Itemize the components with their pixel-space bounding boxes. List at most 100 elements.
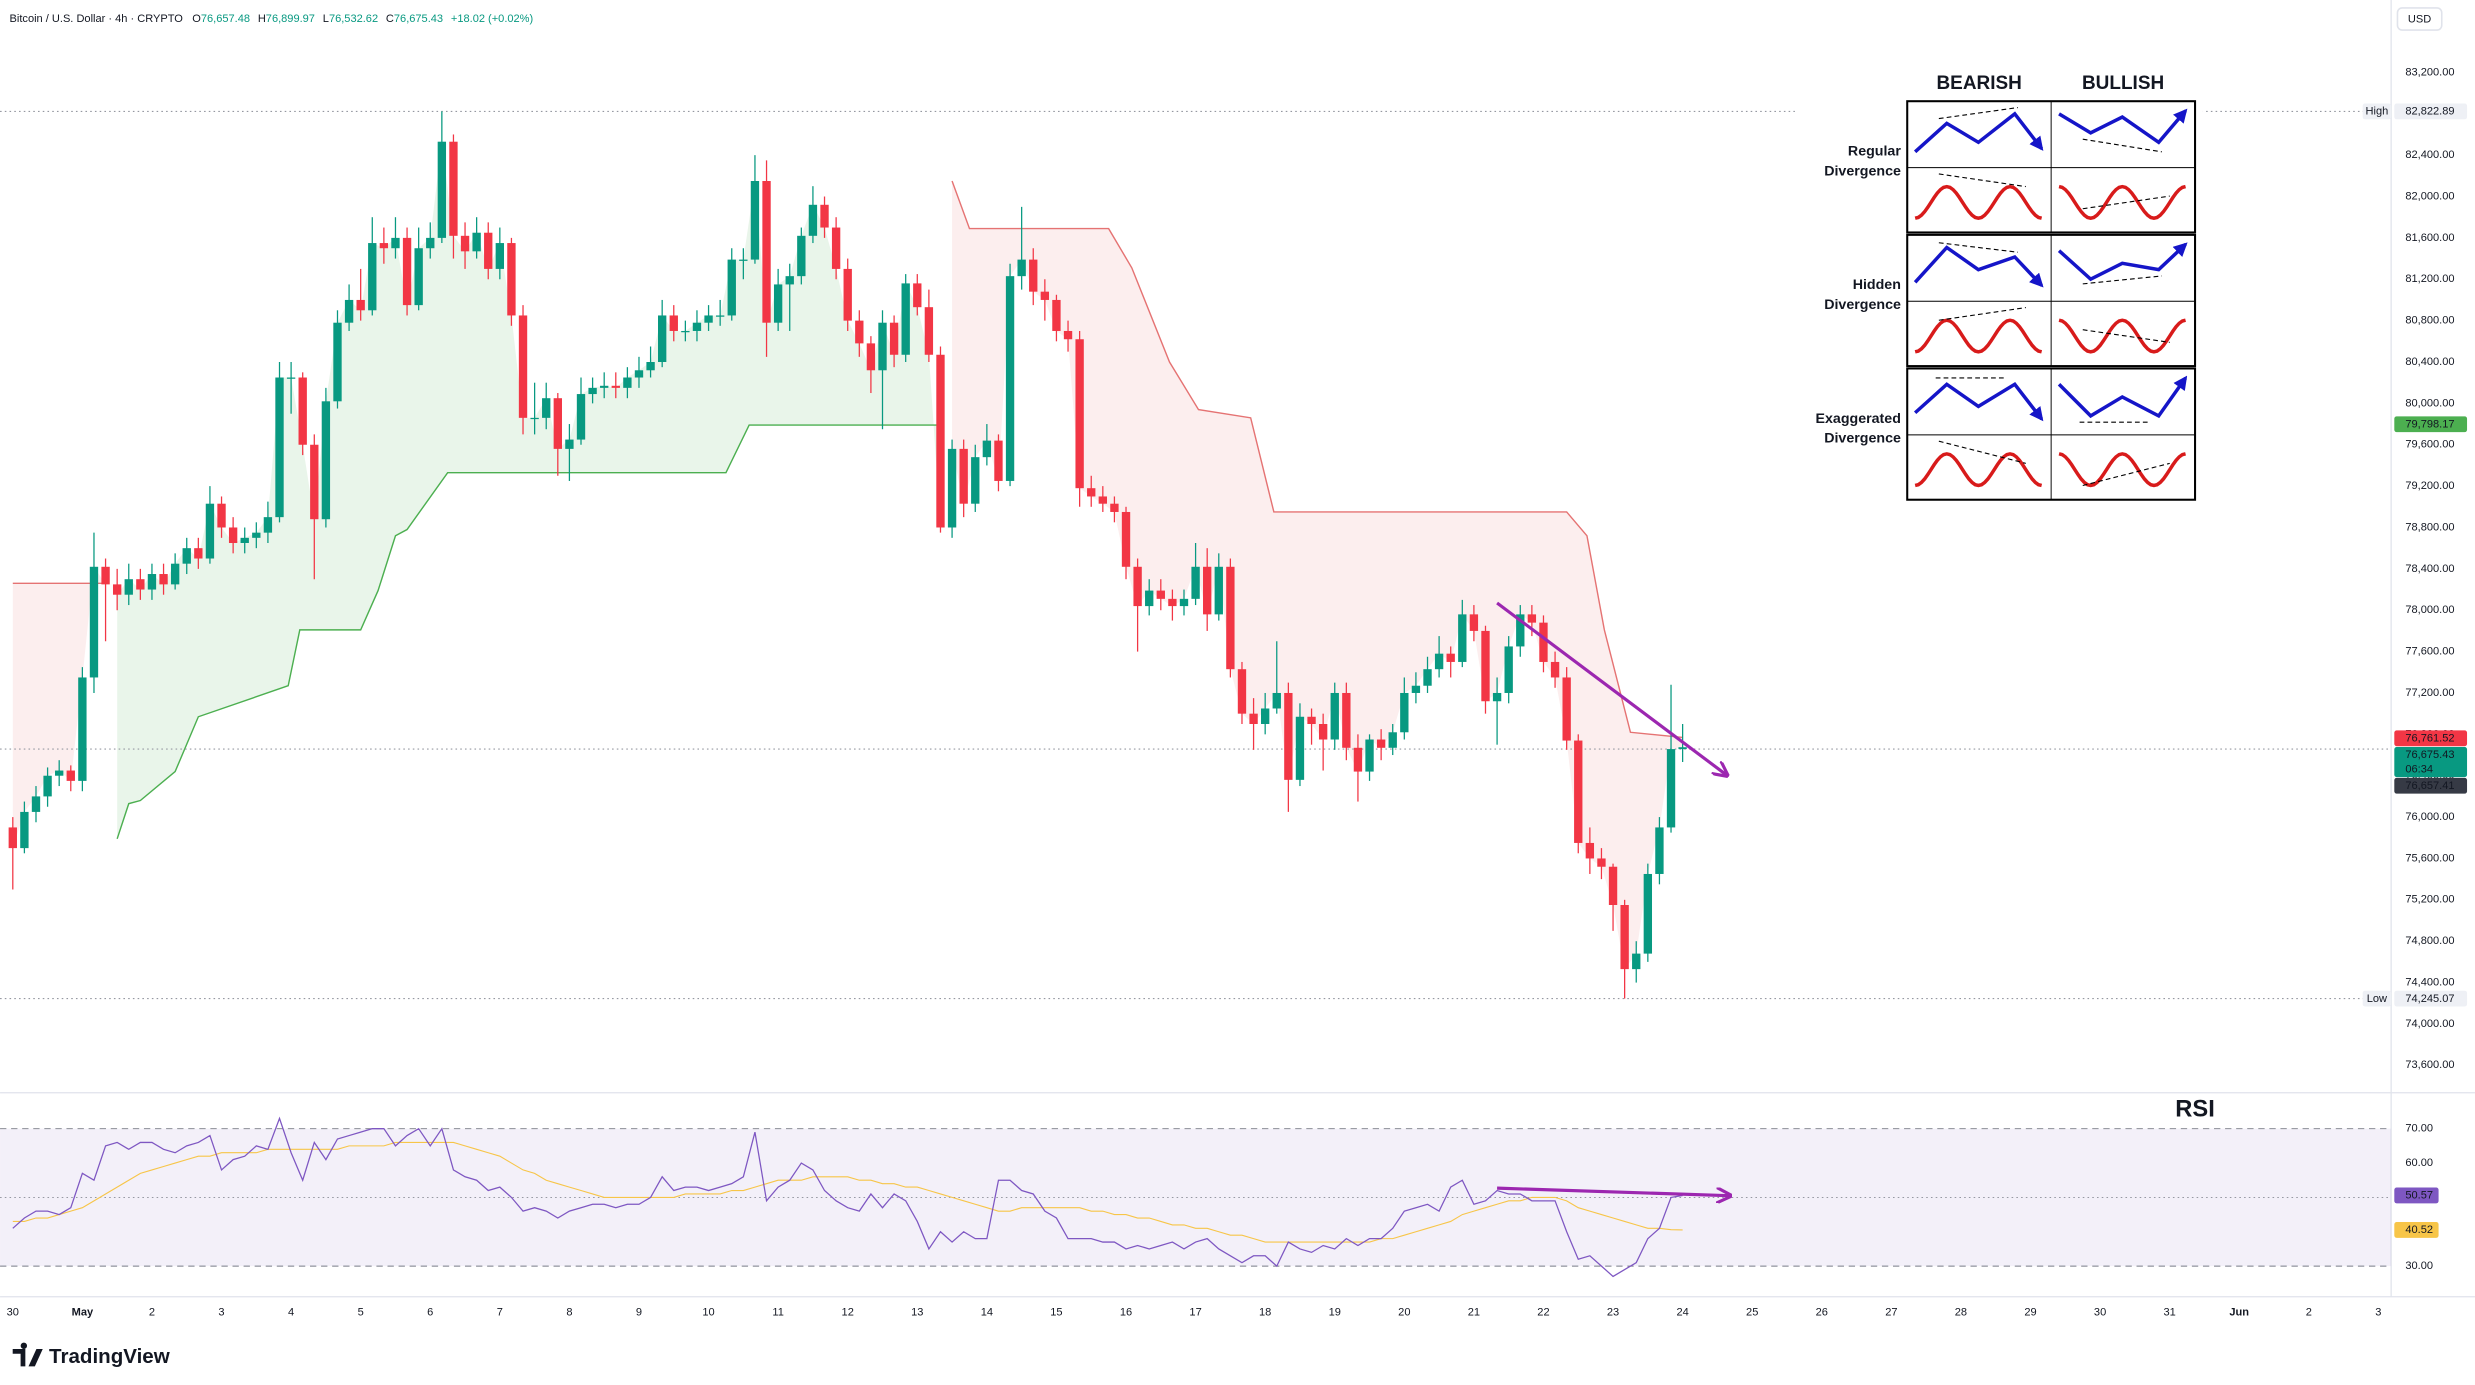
- rsi-line: [12, 1116, 1683, 1278]
- panel-column-header: BEARISH: [1936, 73, 2021, 94]
- rsi-title: RSI: [2175, 1096, 2215, 1122]
- candle-body: [1063, 330, 1073, 340]
- candle-body: [1620, 905, 1629, 970]
- y-tick-label: 77,600.00: [2405, 646, 2454, 658]
- candle-body: [66, 770, 75, 781]
- price-tag-label: 76,657.41: [2405, 780, 2454, 792]
- candle-body: [1272, 692, 1281, 709]
- y-tick-label: 75,600.00: [2405, 852, 2454, 864]
- x-tick-label: 12: [842, 1306, 854, 1318]
- candle-body: [1110, 503, 1119, 512]
- candle-body: [8, 827, 17, 849]
- candle-body: [1330, 692, 1339, 740]
- currency-button[interactable]: [2396, 7, 2443, 31]
- price-tag-name-box: [2362, 990, 2392, 1007]
- x-tick-label: 4: [288, 1306, 294, 1318]
- candle-body: [321, 401, 331, 520]
- candle-body: [55, 770, 64, 776]
- price-tag-label: 79,798.17: [2405, 418, 2454, 430]
- x-tick-label: 15: [1050, 1306, 1062, 1318]
- logo: TradingView: [12, 1342, 171, 1368]
- panel-dashed: [1938, 440, 2026, 464]
- price-tag-label: 76,761.52: [2405, 733, 2454, 745]
- field-key: L: [323, 13, 329, 25]
- panel-oscillator-shape: [1914, 452, 2043, 488]
- panel-oscillator-shape: [1914, 184, 2043, 221]
- candle-body: [1237, 669, 1247, 714]
- rsi-trendline: [1497, 1186, 1729, 1196]
- field-value: 76,532.62: [329, 13, 378, 25]
- y-tick-label: 83,200.00: [2405, 66, 2454, 78]
- candle-body: [1029, 259, 1038, 292]
- candle-body: [750, 181, 760, 260]
- y-tick-label: 74,000.00: [2405, 1018, 2454, 1030]
- candle-body: [1284, 692, 1293, 780]
- field-value: 76,675.43: [394, 13, 443, 25]
- supertrend-line: [951, 180, 1683, 739]
- candle-body: [1504, 646, 1513, 693]
- panel-row-label: Divergence: [1824, 163, 1901, 179]
- candle-body: [1098, 496, 1107, 504]
- candle-body: [147, 574, 157, 590]
- logo-icon: [12, 1342, 43, 1367]
- y-tick-label: 73,600.00: [2405, 1059, 2454, 1071]
- x-tick-label: 3: [2375, 1306, 2381, 1318]
- candle-body: [402, 237, 412, 306]
- candle-body: [286, 377, 296, 379]
- candle-body: [1655, 827, 1664, 874]
- x-tick-label: 31: [2164, 1306, 2176, 1318]
- x-tick-label: 25: [1746, 1306, 1758, 1318]
- candle-body: [855, 320, 864, 344]
- panel-dashed: [2082, 329, 2170, 343]
- candle-body: [1411, 685, 1421, 693]
- candle-body: [1156, 590, 1165, 599]
- candle-body: [518, 315, 528, 418]
- candle-body: [159, 574, 168, 585]
- candle-body: [31, 796, 41, 812]
- candle-body: [205, 503, 215, 559]
- candle-body: [484, 232, 493, 269]
- field-value: 76,899.97: [266, 13, 315, 25]
- candle-body: [1040, 291, 1050, 300]
- currency-label[interactable]: USD: [2408, 14, 2431, 26]
- candle-body: [414, 248, 423, 306]
- candle-body: [495, 243, 505, 269]
- candle-body: [89, 566, 99, 678]
- candle-body: [762, 181, 771, 323]
- panel-price-shape: [2057, 375, 2188, 419]
- panel-dashed: [1938, 106, 2019, 120]
- y-tick-label: 75,200.00: [2405, 894, 2454, 906]
- panel-price-shape: [1913, 245, 2044, 288]
- candle-body: [739, 259, 748, 261]
- candle-body: [252, 532, 261, 538]
- candle-body: [1121, 511, 1131, 567]
- supertrend-fill: [12, 566, 109, 849]
- candle-body: [136, 579, 145, 590]
- x-tick-label: 8: [566, 1306, 572, 1318]
- rsi-value-label: 50.57: [2405, 1190, 2433, 1202]
- candle-body: [1249, 713, 1258, 725]
- panel-dashed: [2082, 195, 2170, 210]
- x-tick-label: May: [72, 1306, 94, 1318]
- candle-body: [692, 322, 702, 331]
- x-tick-label: 24: [1676, 1306, 1688, 1318]
- candle-body: [124, 579, 133, 595]
- x-tick-label: 19: [1329, 1306, 1341, 1318]
- candle-body: [1597, 858, 1606, 867]
- rsi-tick-label: 30.00: [2405, 1260, 2433, 1272]
- price-tag: [2394, 990, 2468, 1007]
- rsi-line: [12, 1141, 1683, 1243]
- x-tick-label: 17: [1189, 1306, 1201, 1318]
- y-tick-label: 80,400.00: [2405, 356, 2454, 368]
- candle-body: [843, 268, 852, 321]
- candle-body: [1179, 598, 1189, 607]
- candle-body: [275, 377, 284, 518]
- x-tick-label: 16: [1120, 1306, 1132, 1318]
- candle-body: [1423, 669, 1432, 686]
- x-tick-label: 7: [497, 1306, 503, 1318]
- candle-body: [785, 276, 794, 285]
- price-tag-countdown: 06:34: [2405, 763, 2433, 775]
- x-tick-label: 27: [1885, 1306, 1897, 1318]
